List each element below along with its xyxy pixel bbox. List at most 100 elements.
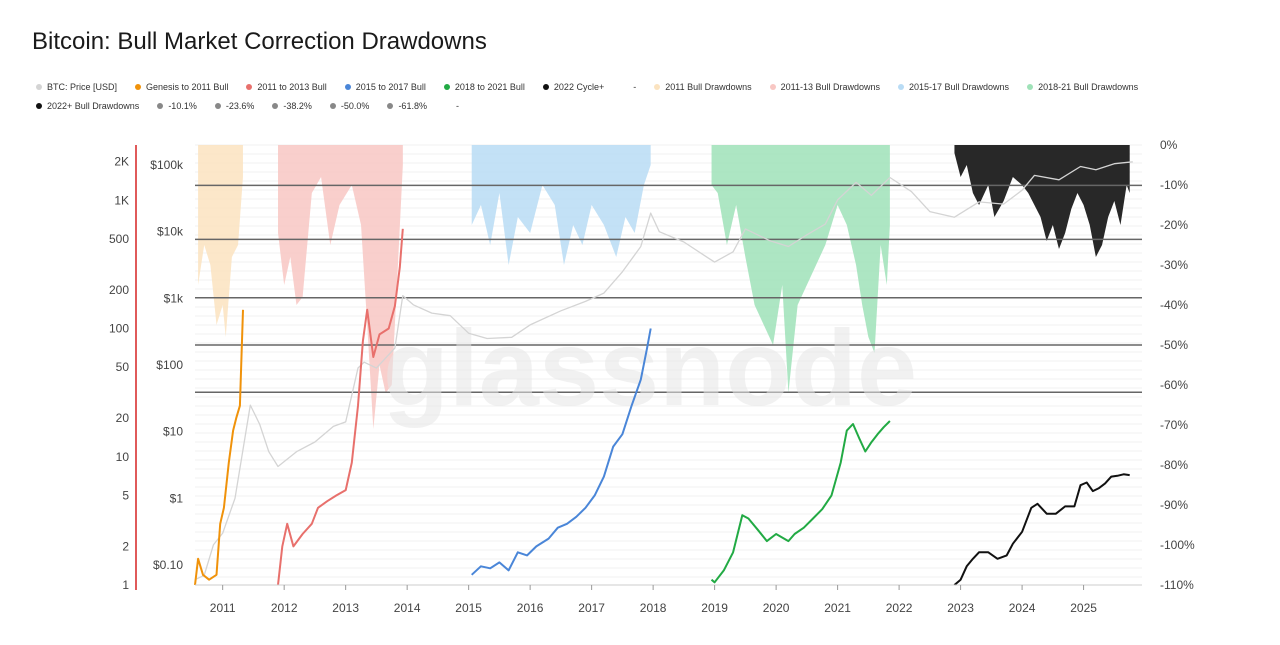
legend-dot [344,84,351,90]
legend-label: 2011 Bull Drawdowns [665,82,752,92]
legend-label: - [633,82,637,92]
drawdown-axis-tick: -80% [1160,458,1188,472]
x-axis-tick: 2024 [1009,601,1036,615]
multiple-axis-tick: 1 [122,578,129,592]
legend-dot [1027,84,1034,90]
legend-dot [157,103,164,109]
x-axis-tick: 2019 [701,601,728,615]
legend-item[interactable]: 2022 Cycle+ [542,82,604,92]
legend-dot [329,103,336,109]
legend-dot [443,84,450,90]
multiple-axis-tick: 200 [109,283,129,297]
series-line [194,161,1133,581]
legend-label: -10.1% [168,101,197,111]
legend-item[interactable]: - [444,101,459,111]
price-axis-tick: $10 [163,425,183,439]
legend-item[interactable]: 2018 to 2021 Bull [443,82,525,92]
series-line [710,420,891,584]
legend-item[interactable]: -38.2% [272,101,312,111]
legend-item[interactable]: 2011 to 2013 Bull [246,82,327,92]
x-axis-tick: 2018 [640,601,667,615]
legend-label: 2011-13 Bull Drawdowns [780,82,880,92]
x-axis-tick: 2015 [455,601,482,615]
legend-dot [246,84,253,90]
price-axis-tick: $100 [156,358,183,372]
series-line [953,473,1130,586]
series-line [194,309,244,586]
price-axis-tick: $1k [164,291,184,305]
drawdown-axis-tick: -70% [1160,418,1188,432]
drawdown-axis-tick: -50% [1160,338,1188,352]
legend-dot [387,103,394,109]
multiple-axis-tick: 10 [116,450,130,464]
legend-label: Genesis to 2011 Bull [146,82,229,92]
legend-item[interactable]: Genesis to 2011 Bull [135,82,228,92]
drawdown-axis-tick: -20% [1160,218,1188,232]
legend-dot [542,84,549,90]
multiple-axis-tick: 50 [116,360,130,374]
legend-item[interactable]: -50.0% [329,101,370,111]
x-axis-tick: 2023 [947,601,974,615]
series-line [277,228,404,586]
legend-item[interactable]: - [622,82,636,92]
legend-label: -61.8% [398,101,427,111]
x-axis-tick: 2025 [1070,601,1097,615]
legend-item[interactable]: 2022+ Bull Drawdowns [36,101,139,111]
drawdown-band [471,145,651,265]
drawdown-band [198,145,243,337]
drawdown-axis-tick: -10% [1160,178,1188,192]
drawdown-band [278,145,403,429]
legend-row-2: 2022+ Bull Drawdowns -10.1% -23.6% -38.2% -5… [36,101,477,111]
legend-dot [214,103,221,109]
price-axis-tick: $0.10 [153,558,183,572]
x-axis-tick: 2014 [394,601,421,615]
legend-label: 2018-21 Bull Drawdowns [1038,82,1139,92]
multiple-axis-tick: 2 [122,539,129,553]
legend-item[interactable]: 2015-17 Bull Drawdowns [898,82,1009,92]
legend-dot [654,84,661,90]
legend-label: 2011 to 2013 Bull [257,82,327,92]
legend-item[interactable]: -10.1% [157,101,197,111]
x-axis-tick: 2017 [578,601,605,615]
series-line [471,328,652,576]
legend-item[interactable]: -61.8% [387,101,427,111]
x-axis-tick: 2021 [824,601,851,615]
legend-dot [622,84,629,90]
legend-item[interactable]: 2011-13 Bull Drawdowns [769,82,880,92]
price-axis-tick: $100k [150,158,184,172]
legend-label: -50.0% [340,101,370,111]
drawdown-band [954,145,1130,257]
price-axis-tick: $1 [170,491,184,505]
x-axis-tick: 2022 [886,601,913,615]
multiple-axis-tick: 20 [116,411,130,425]
drawdown-axis-tick: -110% [1160,578,1194,592]
legend-item[interactable]: BTC: Price [USD] [36,82,117,92]
legend-item[interactable]: 2015 to 2017 Bull [344,82,426,92]
legend-label: -23.6% [225,101,255,111]
legend-label: 2015 to 2017 Bull [355,82,426,92]
drawdown-axis-tick: -30% [1160,258,1188,272]
legend-item[interactable]: -23.6% [214,101,255,111]
legend-item[interactable]: 2018-21 Bull Drawdowns [1027,82,1138,92]
multiple-axis-tick: 2K [114,155,129,169]
multiple-axis-tick: 1K [114,193,129,207]
legend-label: - [455,101,459,111]
x-axis-tick: 2011 [210,601,236,615]
multiple-axis-tick: 5 [122,488,129,502]
legend-dot [769,84,776,90]
chart-title: Bitcoin: Bull Market Correction Drawdown… [32,28,487,55]
legend-row-1: BTC: Price [USD] Genesis to 2011 Bull 2011… [36,82,1156,92]
legend-dot [444,103,451,109]
legend-label: -38.2% [283,101,312,111]
price-axis-tick: $10k [157,225,184,239]
multiple-axis-tick: 500 [109,232,129,246]
legend-item[interactable]: 2011 Bull Drawdowns [654,82,752,92]
x-axis-tick: 2020 [763,601,790,615]
legend-label: 2015-17 Bull Drawdowns [909,82,1010,92]
legend-dot [36,84,42,90]
legend-dot [135,84,142,90]
legend-dot [272,103,279,109]
legend-label: BTC: Price [USD] [47,82,118,92]
drawdown-axis-tick: -40% [1160,298,1188,312]
drawdown-band [711,145,890,393]
